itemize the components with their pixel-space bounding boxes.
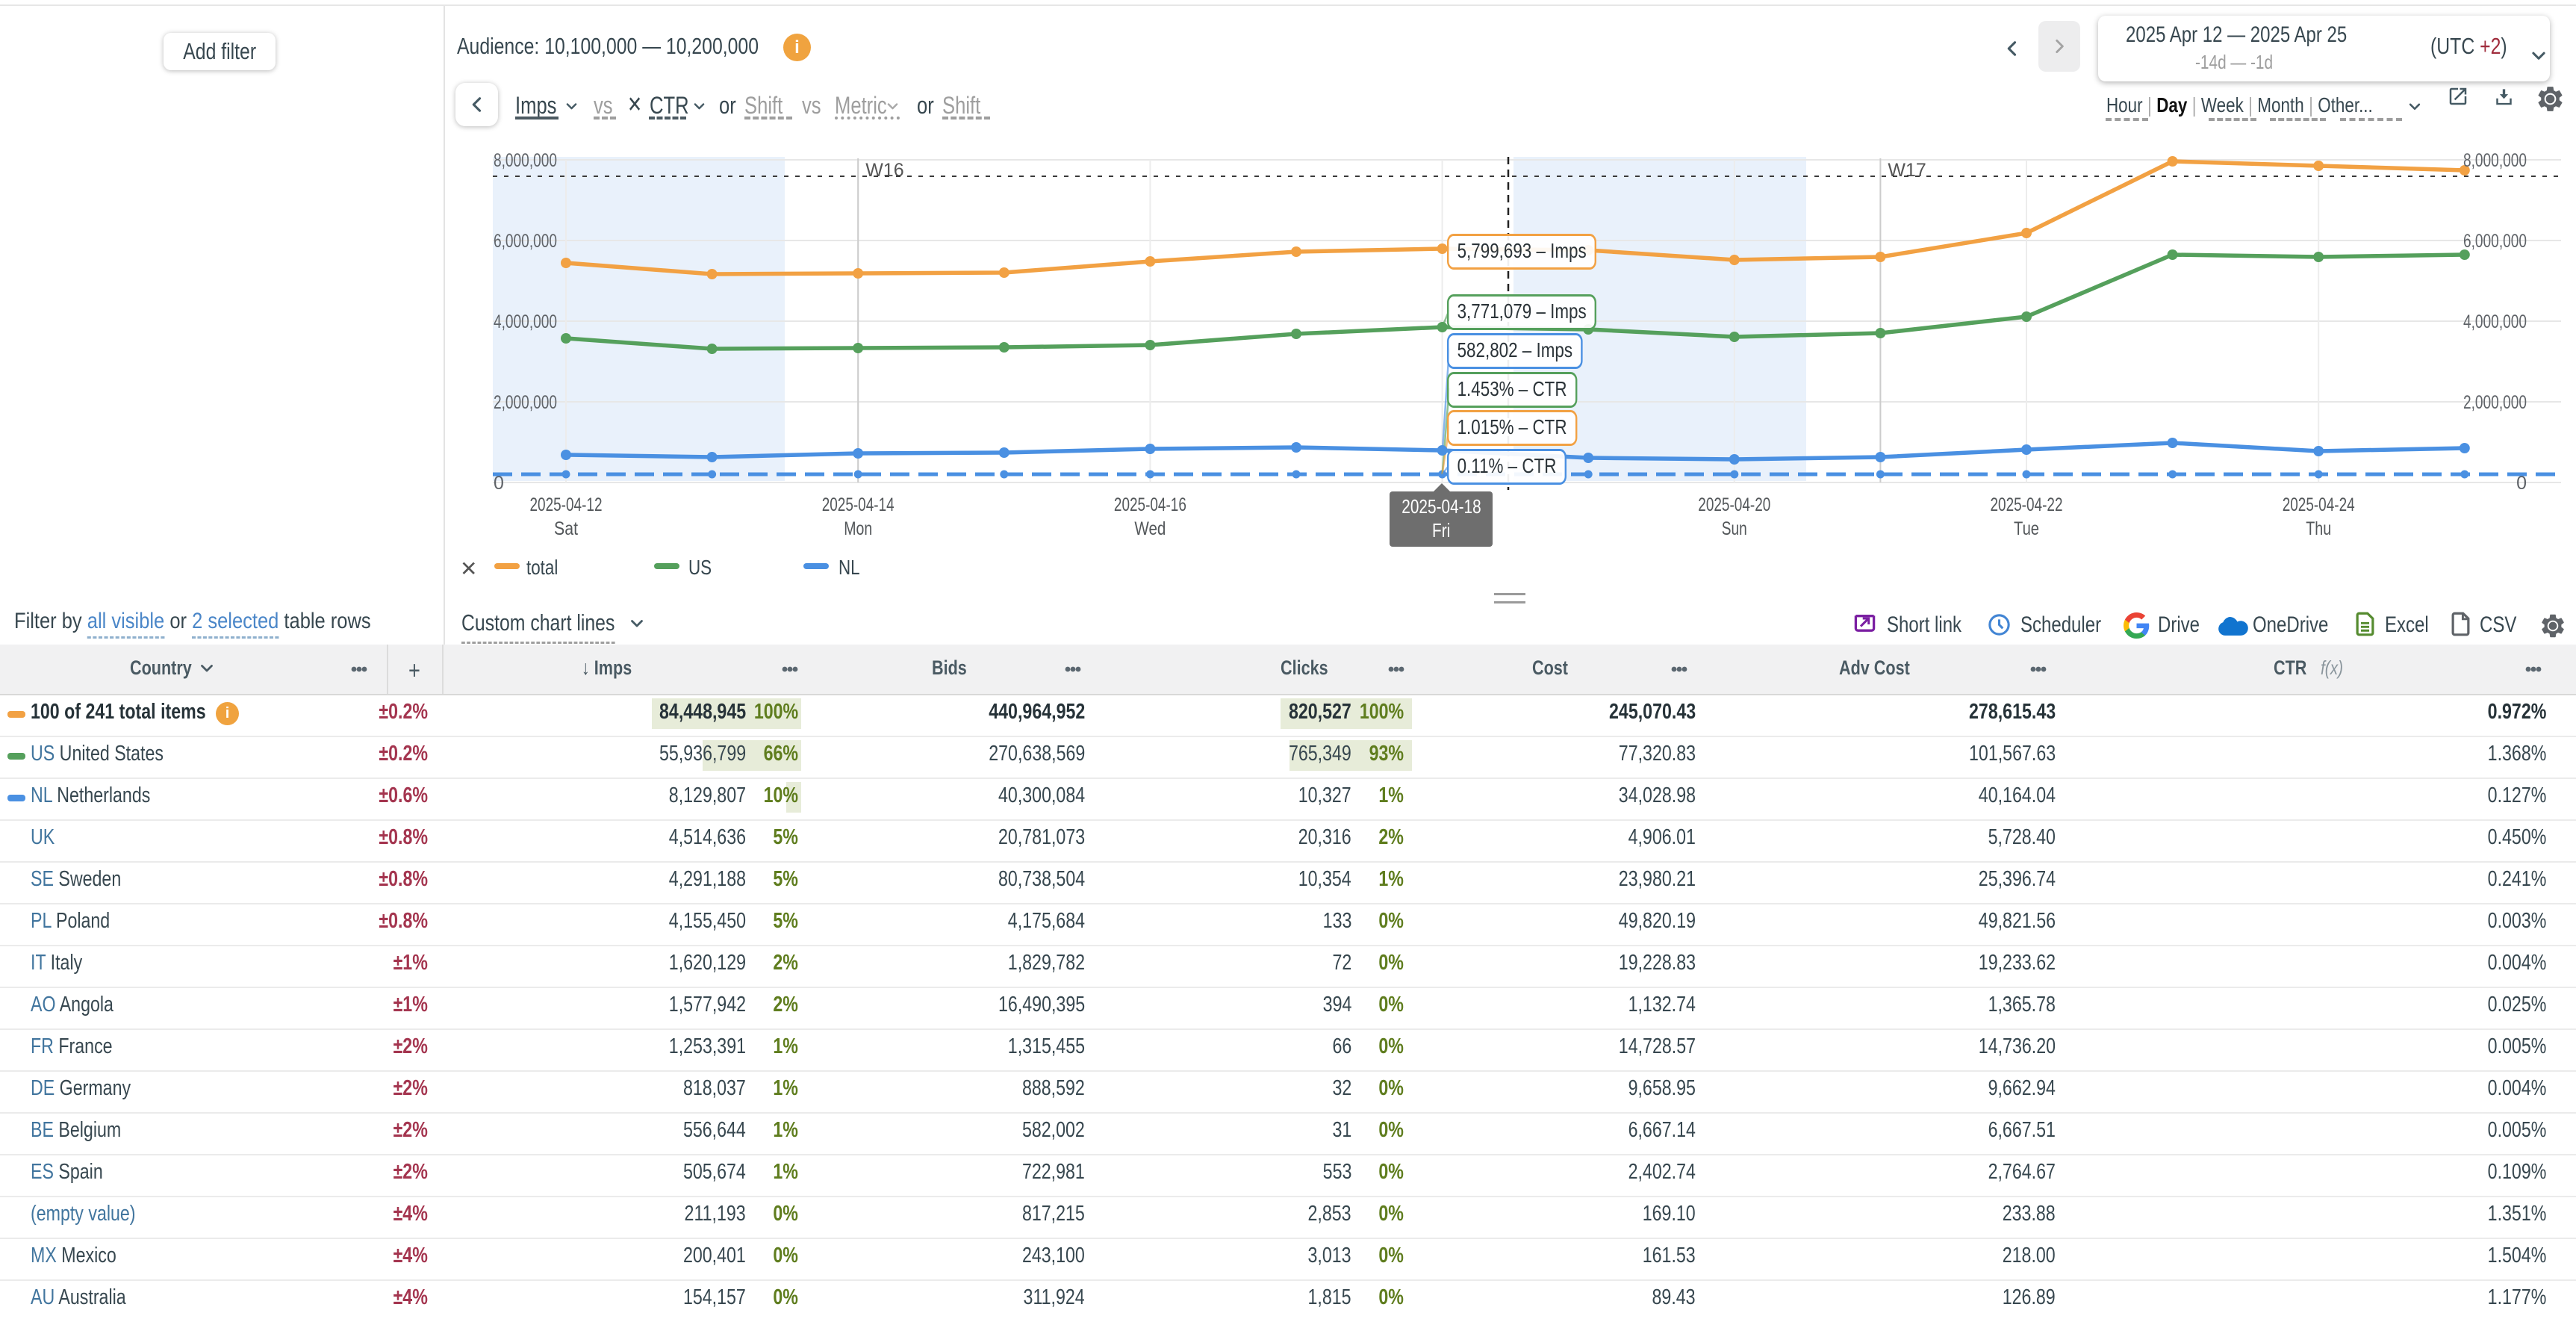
svg-text:2025-04-20: 2025-04-20 <box>1698 494 1770 515</box>
svg-text:W16: W16 <box>865 160 903 181</box>
svg-text:6,000,000: 6,000,000 <box>494 231 557 252</box>
svg-text:0: 0 <box>494 473 504 494</box>
svg-text:2025-04-16: 2025-04-16 <box>1114 494 1186 515</box>
svg-text:4,000,000: 4,000,000 <box>2463 311 2527 332</box>
svg-text:W17: W17 <box>1888 160 1926 181</box>
svg-text:Mon: Mon <box>844 518 872 539</box>
svg-text:Sun: Sun <box>1722 518 1747 539</box>
svg-text:2025-04-14: 2025-04-14 <box>822 494 895 515</box>
svg-text:2025-04-12: 2025-04-12 <box>530 494 603 515</box>
svg-text:4,000,000: 4,000,000 <box>494 311 557 332</box>
svg-text:Wed: Wed <box>1134 518 1166 539</box>
svg-text:2025-04-22: 2025-04-22 <box>1991 494 2063 515</box>
svg-text:8,000,000: 8,000,000 <box>494 150 557 171</box>
svg-text:6,000,000: 6,000,000 <box>2463 231 2527 252</box>
svg-text:Sat: Sat <box>554 518 578 539</box>
svg-text:2025-04-24: 2025-04-24 <box>2283 494 2355 515</box>
svg-text:0: 0 <box>2516 473 2527 494</box>
svg-text:Thu: Thu <box>2306 518 2331 539</box>
svg-text:Tue: Tue <box>2014 518 2039 539</box>
svg-text:2,000,000: 2,000,000 <box>2463 392 2527 413</box>
svg-text:8,000,000: 8,000,000 <box>2463 150 2527 171</box>
svg-text:2,000,000: 2,000,000 <box>494 392 557 413</box>
